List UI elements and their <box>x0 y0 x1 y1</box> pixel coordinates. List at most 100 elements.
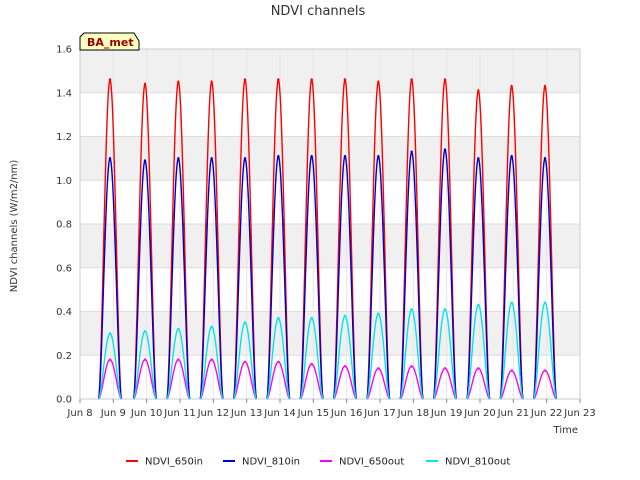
peak-point <box>477 367 480 370</box>
peak-point <box>510 154 513 158</box>
peak-point <box>343 314 347 318</box>
peak-point <box>277 360 280 364</box>
peak-point <box>310 78 313 81</box>
peak-point <box>443 148 447 151</box>
peak-point <box>108 332 112 335</box>
peak-point <box>477 303 480 307</box>
peak-point <box>210 80 213 84</box>
peak-point <box>143 159 147 162</box>
peak-point <box>243 321 247 324</box>
peak-point <box>177 157 180 160</box>
peak-point <box>343 364 347 368</box>
peak-point <box>377 312 380 315</box>
x-tick-label: Jun 8 <box>66 408 92 419</box>
peak-point <box>177 327 180 331</box>
peak-point <box>143 358 147 361</box>
legend-item: NDVI_650out <box>320 457 404 468</box>
peak-point <box>543 301 547 304</box>
y-axis-label: NDVI channels (W/m2/nm) <box>9 160 20 293</box>
x-tick-label: Jun 13 <box>230 408 263 419</box>
plot-frame <box>79 48 581 400</box>
x-tick-label: Jun 9 <box>100 408 126 419</box>
peak-point <box>510 369 513 372</box>
peak-point <box>108 78 112 81</box>
legend-item: NDVI_810in <box>223 457 300 468</box>
y-tick-label: 0.4 <box>56 307 72 318</box>
x-tick-label: Jun 22 <box>530 408 563 419</box>
x-tick-label: Jun 18 <box>397 408 430 419</box>
peak-point <box>543 84 547 88</box>
x-tick-label: Jun 11 <box>163 408 196 419</box>
legend-label: NDVI_810out <box>445 457 510 468</box>
peak-point <box>243 360 247 364</box>
peak-point <box>310 154 313 158</box>
peak-point <box>477 157 480 160</box>
x-tick-label: Jun 23 <box>563 408 596 419</box>
y-tick-label: 0.0 <box>56 395 72 406</box>
peak-point <box>377 154 380 158</box>
peak-point <box>510 84 513 88</box>
x-tick-label: Jun 10 <box>130 408 163 419</box>
peak-point <box>243 78 247 81</box>
x-tick-label: Jun 15 <box>297 408 330 419</box>
chart-title: NDVI channels <box>271 4 366 19</box>
x-tick-label: Jun 20 <box>463 408 496 419</box>
series-NDVI_650out <box>98 358 557 400</box>
x-tick-label: Jun 12 <box>197 408 230 419</box>
y-axis: 0.0 0.2 0.4 0.6 0.8 1.0 1.2 1.4 1.6 <box>56 45 72 406</box>
peak-point <box>143 82 147 86</box>
peak-point <box>277 316 280 320</box>
peak-point <box>310 362 313 366</box>
grid-lines <box>79 48 581 400</box>
legend-item: NDVI_650in <box>126 457 203 468</box>
plot-band <box>80 49 580 93</box>
plot-band <box>80 224 580 268</box>
x-tick-label: Jun 16 <box>330 408 363 419</box>
y-tick-label: 0.8 <box>56 220 72 231</box>
peak-point <box>343 78 347 81</box>
series-NDVI_810in <box>97 147 558 400</box>
site-badge: BA_met <box>79 32 140 51</box>
peak-point <box>108 358 112 361</box>
peak-point <box>443 367 447 370</box>
peak-point <box>477 89 480 92</box>
series-layer <box>97 77 558 400</box>
peak-point <box>277 78 280 81</box>
peak-point <box>210 325 213 329</box>
y-tick-label: 0.6 <box>56 263 72 274</box>
legend-label: NDVI_810in <box>242 457 300 468</box>
peak-point <box>410 150 413 154</box>
peak-point <box>343 154 347 158</box>
x-tick-label: Jun 17 <box>363 408 396 419</box>
series-NDVI_810out <box>98 301 557 400</box>
peak-point <box>443 78 447 81</box>
x-axis-label: Time <box>553 425 578 436</box>
peak-point <box>277 154 280 158</box>
peak-point <box>443 308 447 311</box>
x-tick-label: Jun 14 <box>263 408 296 419</box>
legend-label: NDVI_650in <box>145 457 203 468</box>
y-tick-label: 1.2 <box>56 132 72 143</box>
x-tick-label: Jun 19 <box>430 408 463 419</box>
peak-point <box>310 316 313 320</box>
badge-label: BA_met <box>87 36 134 49</box>
peak-point <box>210 358 213 361</box>
x-tick-label: Jun 21 <box>497 408 530 419</box>
legend-item: NDVI_810out <box>426 457 510 468</box>
peak-point <box>510 301 513 304</box>
plot-band <box>80 136 580 181</box>
plot-band <box>80 311 580 356</box>
y-tick-label: 0.2 <box>56 351 72 362</box>
peak-point <box>143 329 147 333</box>
peak-point <box>377 80 380 84</box>
peak-point <box>410 308 413 311</box>
peak-point <box>210 157 213 160</box>
peak-point <box>543 369 547 372</box>
series-NDVI_650in <box>97 77 558 400</box>
legend-label: NDVI_650out <box>339 457 404 468</box>
x-axis: Jun 8 Jun 9 Jun 10 Jun 11 Jun 12 Jun 13 Jun 14… <box>66 399 596 419</box>
y-tick-label: 1.6 <box>56 45 72 56</box>
peak-point <box>243 157 247 160</box>
peak-point <box>410 364 413 368</box>
